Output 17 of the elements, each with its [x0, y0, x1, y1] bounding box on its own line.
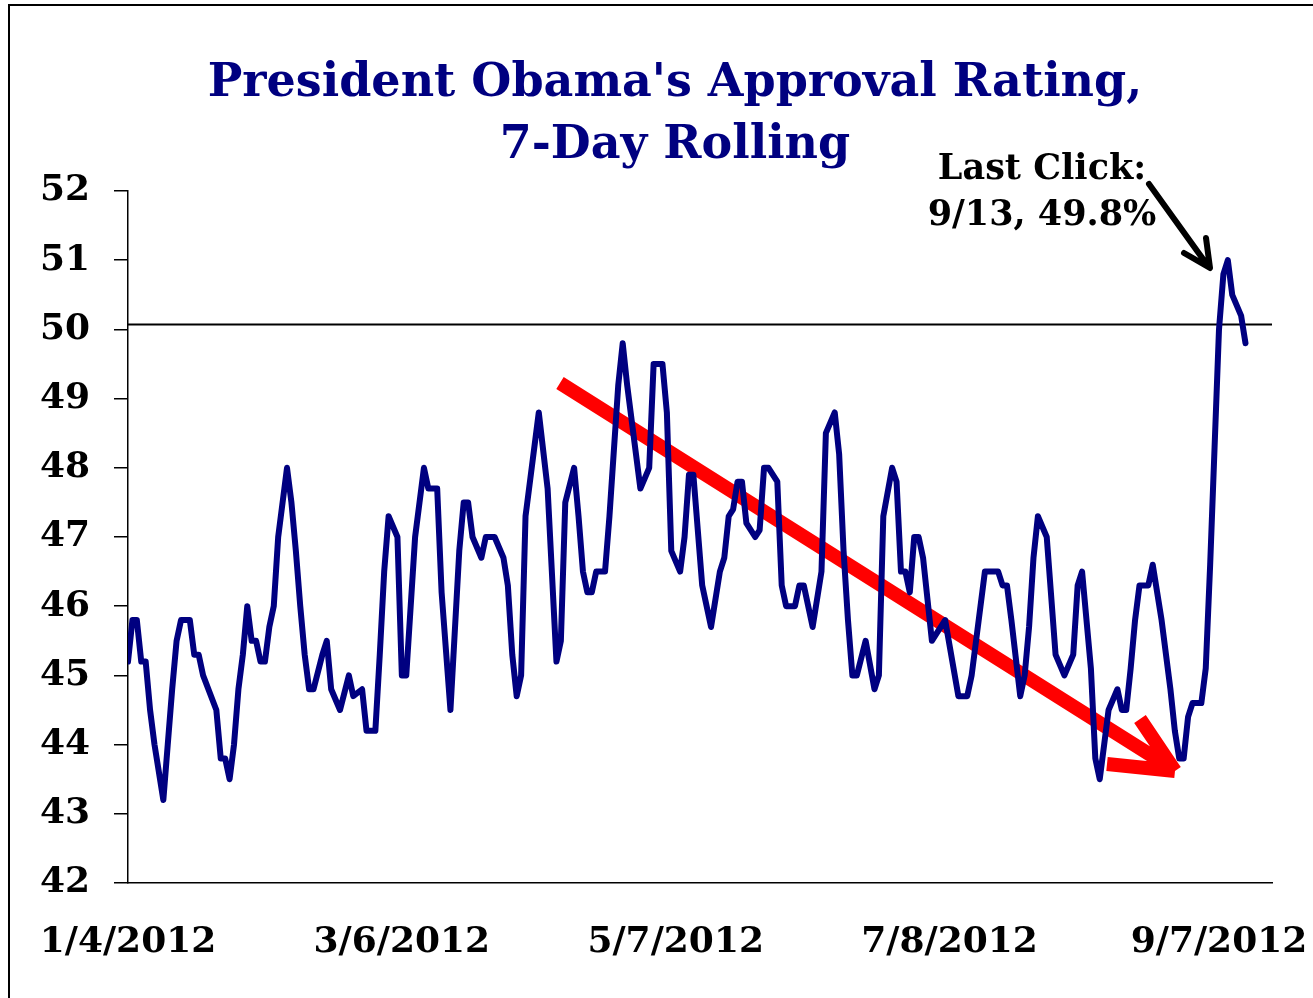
x-tick-label: 7/8/2012	[861, 917, 1038, 960]
x-tick-label: 3/6/2012	[313, 917, 491, 960]
y-tick-label: 46	[39, 581, 90, 624]
x-tick-label: 5/7/2012	[587, 917, 764, 960]
y-tick-label: 45	[39, 650, 90, 693]
annotation: Last Click: 9/13, 49.8%	[926, 145, 1158, 235]
y-tick-label: 47	[39, 512, 90, 555]
x-tick-label: 9/7/2012	[1130, 917, 1308, 960]
y-tick-label: 49	[39, 373, 90, 416]
y-tick-label: 48	[39, 443, 90, 486]
y-tick-label: 43	[39, 789, 90, 832]
x-tick-label: 1/4/2012	[39, 917, 217, 960]
y-tick-label: 50	[39, 304, 90, 347]
y-tick-label: 44	[39, 719, 90, 762]
y-tick-label: 51	[39, 235, 90, 278]
y-tick-label: 42	[39, 858, 90, 901]
y-tick-label: 52	[39, 166, 90, 209]
